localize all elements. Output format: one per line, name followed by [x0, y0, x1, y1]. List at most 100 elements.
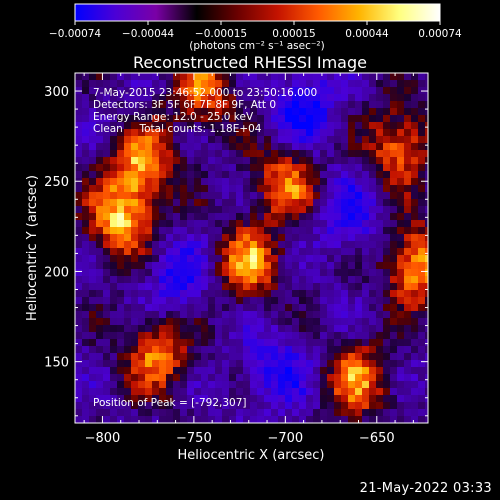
heatmap-cell — [173, 283, 180, 290]
heatmap-cell — [103, 136, 110, 143]
heatmap-cell — [334, 101, 341, 108]
heatmap-cell — [327, 157, 334, 164]
heatmap-cell — [159, 325, 166, 332]
heatmap-cell — [152, 269, 159, 276]
heatmap-cell — [222, 388, 229, 395]
heatmap-cell — [103, 395, 110, 402]
heatmap-cell — [383, 311, 390, 318]
heatmap-cell — [313, 353, 320, 360]
heatmap-cell — [96, 388, 103, 395]
heatmap-cell — [390, 171, 397, 178]
heatmap-cell — [152, 339, 159, 346]
heatmap-cell — [194, 248, 201, 255]
heatmap-cell — [82, 220, 89, 227]
heatmap-cell — [110, 129, 117, 136]
heatmap-cell — [376, 213, 383, 220]
heatmap-cell — [397, 332, 404, 339]
heatmap-cell — [404, 178, 411, 185]
heatmap-cell — [299, 304, 306, 311]
heatmap-cell — [159, 402, 166, 409]
heatmap-cell — [180, 73, 187, 80]
heatmap-cell — [348, 108, 355, 115]
heatmap-cell — [89, 388, 96, 395]
heatmap-cell — [369, 143, 376, 150]
heatmap-cell — [362, 381, 369, 388]
heatmap-cell — [75, 234, 82, 241]
heatmap-cell — [159, 248, 166, 255]
heatmap-cell — [243, 122, 250, 129]
heatmap-cell — [271, 150, 278, 157]
heatmap-cell — [243, 143, 250, 150]
heatmap-cell — [285, 318, 292, 325]
heatmap-cell — [369, 304, 376, 311]
heatmap-cell — [257, 94, 264, 101]
heatmap-cell — [313, 290, 320, 297]
heatmap-cell — [159, 136, 166, 143]
heatmap-cell — [103, 318, 110, 325]
heatmap-cell — [369, 255, 376, 262]
heatmap-cell — [299, 325, 306, 332]
heatmap-cell — [215, 276, 222, 283]
heatmap-cell — [215, 206, 222, 213]
heatmap-cell — [390, 136, 397, 143]
heatmap-cell — [341, 178, 348, 185]
heatmap-cell — [348, 213, 355, 220]
heatmap-cell — [418, 227, 425, 234]
heatmap-cell — [390, 381, 397, 388]
heatmap-cell — [376, 339, 383, 346]
heatmap-cell — [425, 122, 428, 129]
heatmap-cell — [201, 381, 208, 388]
heatmap-cell — [229, 108, 236, 115]
heatmap-cell — [194, 332, 201, 339]
heatmap-cell — [166, 136, 173, 143]
heatmap-cell — [208, 248, 215, 255]
heatmap-cell — [362, 353, 369, 360]
heatmap-cell — [243, 87, 250, 94]
heatmap-cell — [187, 283, 194, 290]
heatmap-cell — [124, 192, 131, 199]
heatmap-cell — [222, 136, 229, 143]
heatmap-cell — [404, 80, 411, 87]
heatmap-cell — [390, 325, 397, 332]
heatmap-cell — [110, 276, 117, 283]
heatmap-cell — [383, 325, 390, 332]
heatmap-cell — [152, 255, 159, 262]
heatmap-cell — [194, 136, 201, 143]
heatmap-cell — [341, 304, 348, 311]
heatmap-cell — [145, 164, 152, 171]
heatmap-cell — [82, 297, 89, 304]
heatmap-cell — [362, 290, 369, 297]
heatmap-cell — [145, 178, 152, 185]
heatmap-cell — [411, 199, 418, 206]
heatmap-cell — [404, 409, 411, 416]
heatmap-cell — [145, 101, 152, 108]
heatmap-cell — [341, 150, 348, 157]
heatmap-cell — [124, 101, 131, 108]
heatmap-cell — [355, 311, 362, 318]
heatmap-cell — [369, 108, 376, 115]
heatmap-cell — [383, 192, 390, 199]
heatmap-cell — [292, 325, 299, 332]
heatmap-cell — [89, 374, 96, 381]
heatmap-cell — [173, 374, 180, 381]
heatmap-cell — [320, 94, 327, 101]
heatmap-cell — [194, 108, 201, 115]
heatmap-cell — [425, 360, 428, 367]
heatmap-cell — [348, 416, 355, 423]
heatmap-cell — [131, 115, 138, 122]
heatmap-cell — [131, 339, 138, 346]
heatmap-cell — [173, 409, 180, 416]
heatmap-cell — [397, 388, 404, 395]
heatmap-cell — [215, 332, 222, 339]
heatmap-cell — [264, 164, 271, 171]
heatmap-cell — [299, 122, 306, 129]
heatmap-cell — [124, 409, 131, 416]
heatmap-cell — [82, 318, 89, 325]
heatmap-cell — [271, 87, 278, 94]
heatmap-cell — [285, 332, 292, 339]
heatmap-cell — [201, 241, 208, 248]
heatmap-cell — [418, 402, 425, 409]
heatmap-cell — [243, 234, 250, 241]
heatmap-cell — [264, 409, 271, 416]
heatmap-cell — [257, 360, 264, 367]
